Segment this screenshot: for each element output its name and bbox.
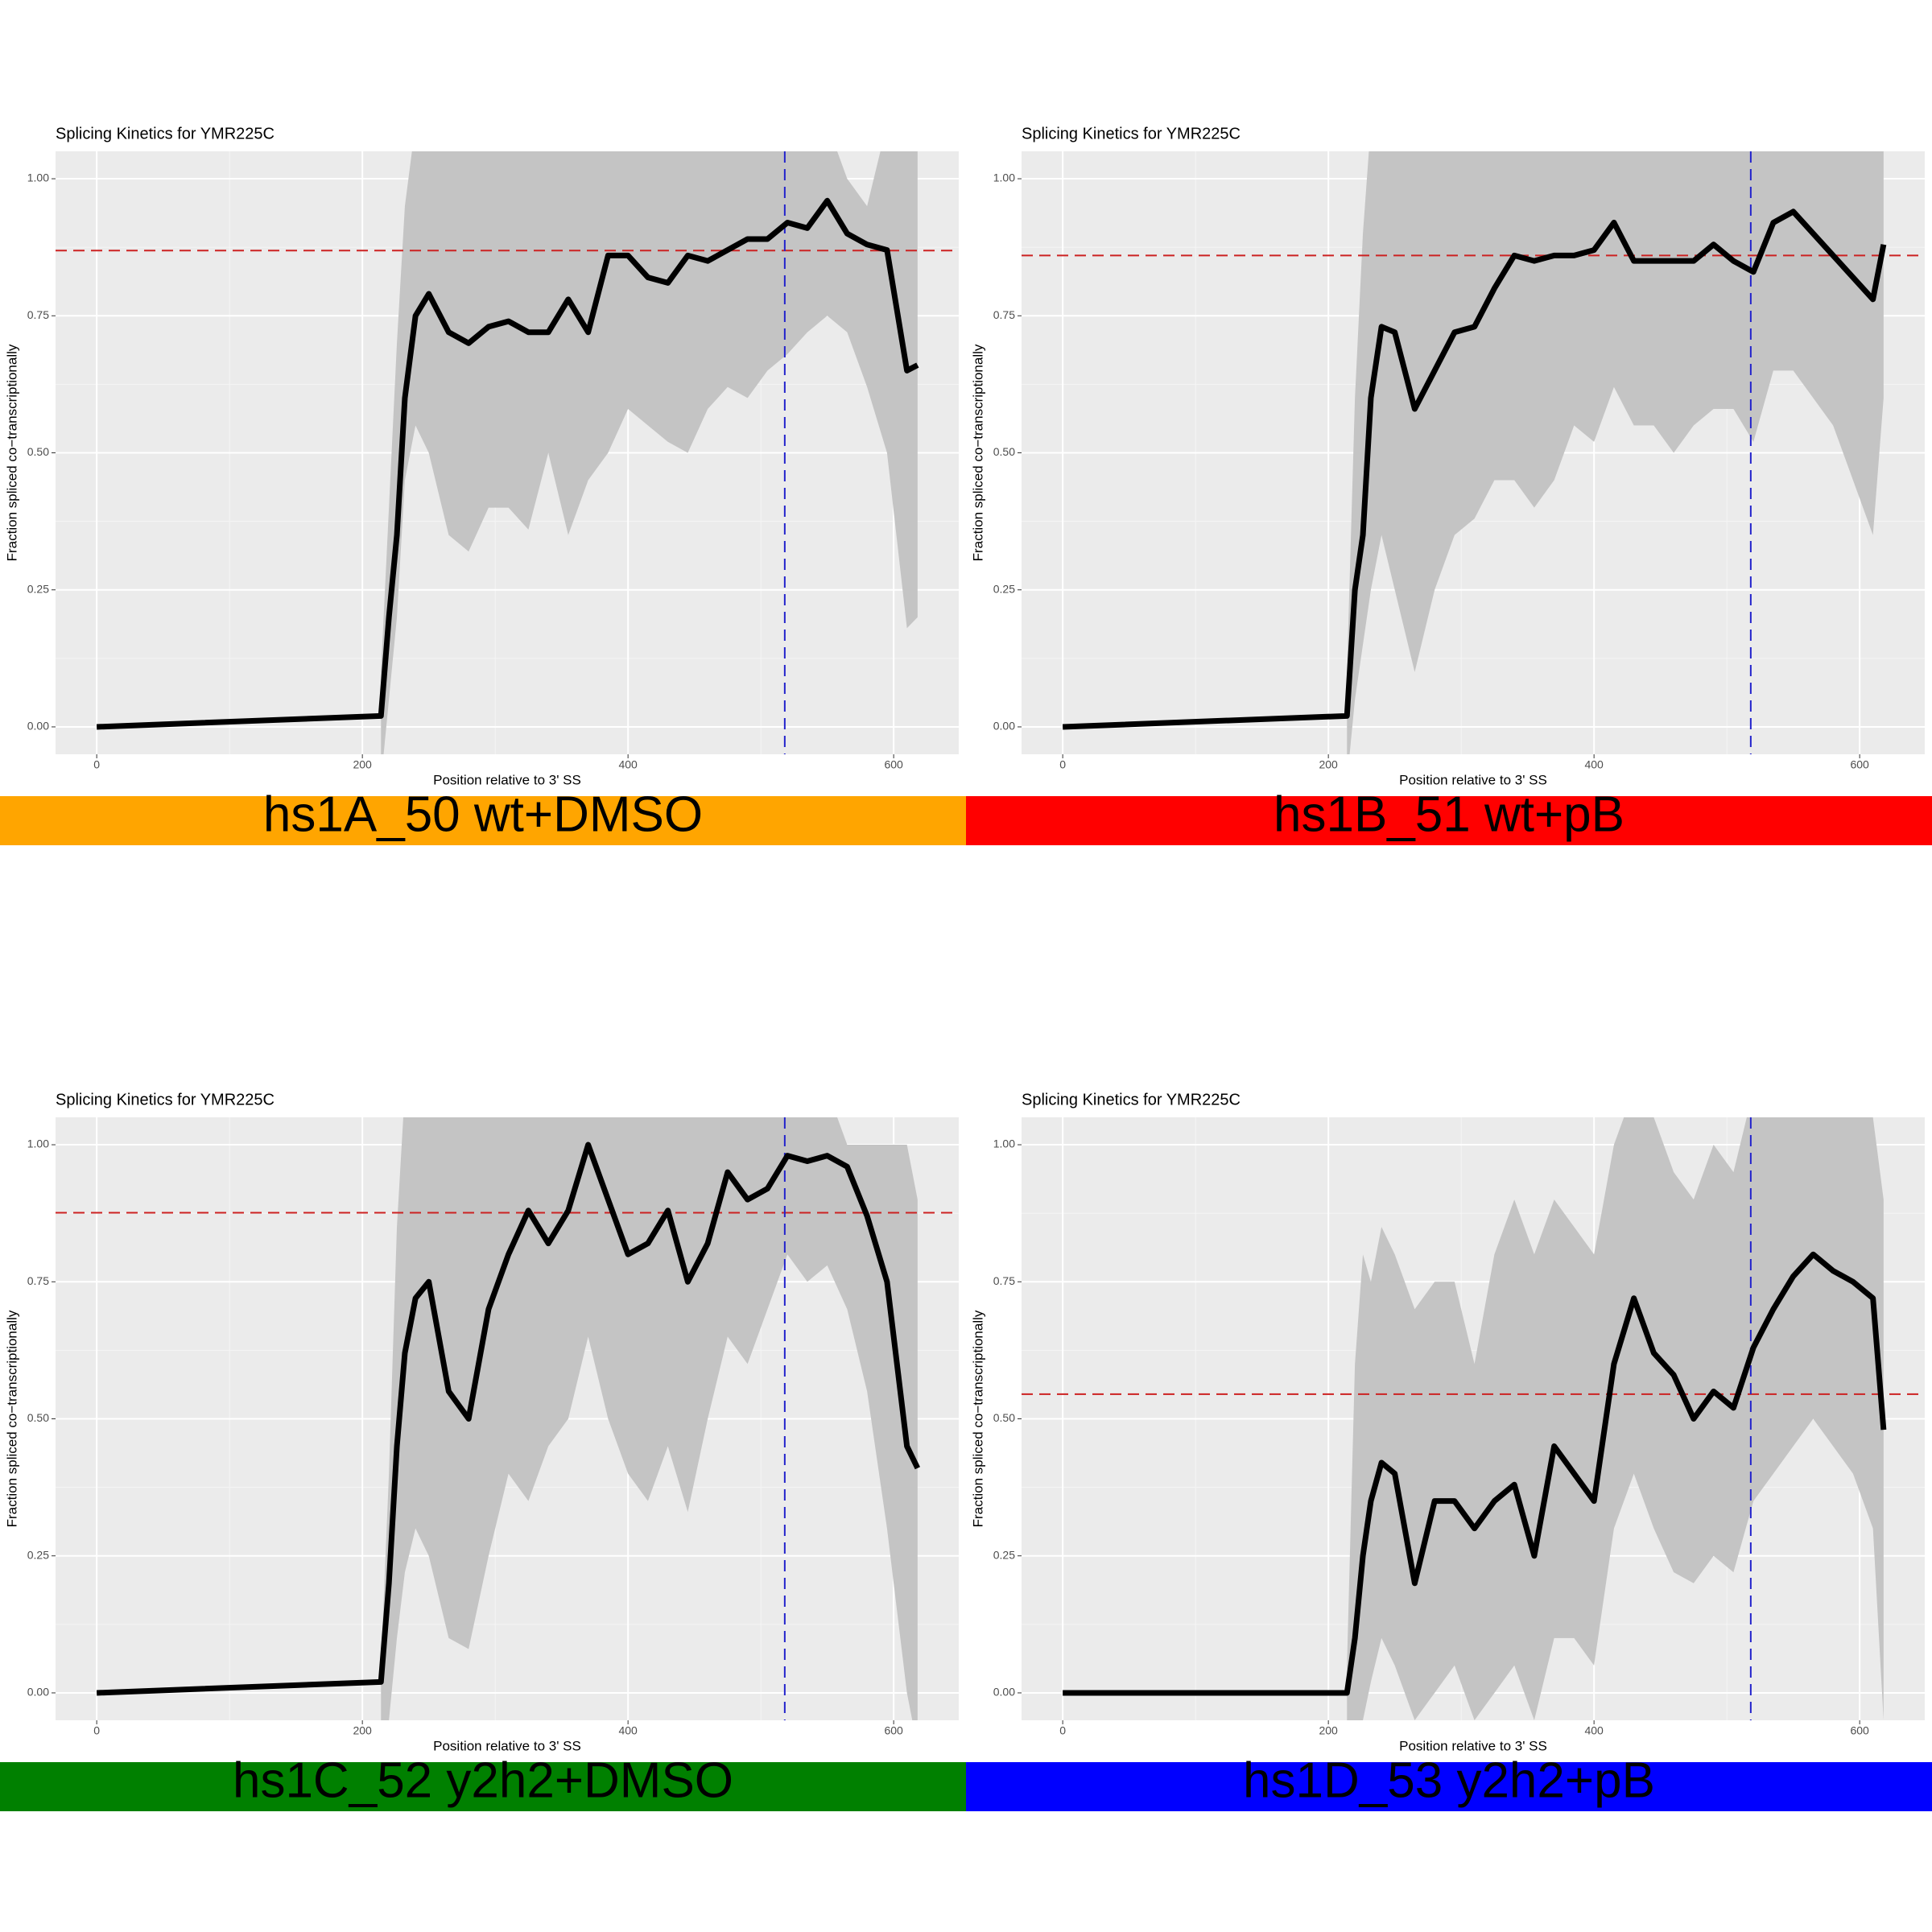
chart-title: Splicing Kinetics for YMR225C bbox=[1022, 125, 1241, 142]
x-tick-label: 0 bbox=[1059, 758, 1066, 771]
x-tick-label: 600 bbox=[1850, 758, 1869, 771]
x-tick-label: 0 bbox=[93, 1724, 100, 1737]
x-tick-label: 400 bbox=[1584, 758, 1604, 771]
caption-banner bbox=[966, 1762, 1932, 1811]
caption-banner bbox=[0, 1762, 966, 1811]
y-tick-label: 0.25 bbox=[27, 1548, 49, 1561]
caption-banner bbox=[0, 796, 966, 845]
y-tick-label: 0.00 bbox=[993, 720, 1015, 733]
x-tick-label: 0 bbox=[93, 758, 100, 771]
y-tick-label: 0.25 bbox=[27, 582, 49, 595]
x-tick-label: 400 bbox=[1584, 1724, 1604, 1737]
chart-panel: 0 200 400 600 0.00 0.25 0.50 0.75 1.00 Splicing K… bbox=[0, 125, 966, 845]
x-tick-label: 0 bbox=[1059, 1724, 1066, 1737]
y-tick-label: 0.50 bbox=[993, 1411, 1015, 1424]
chart-title: Splicing Kinetics for YMR225C bbox=[1022, 1091, 1241, 1108]
data-line bbox=[1063, 208, 1887, 730]
confidence-band bbox=[1347, 151, 1884, 754]
y-axis-label: Fraction spliced co−transcriptionally bbox=[4, 1310, 19, 1527]
y-tick-label: 0.50 bbox=[993, 445, 1015, 458]
y-tick-label: 1.00 bbox=[27, 1137, 49, 1150]
y-tick-label: 1.00 bbox=[993, 1137, 1015, 1150]
y-tick-label: 0.25 bbox=[993, 582, 1015, 595]
confidence-band bbox=[1347, 1117, 1884, 1720]
chart-panel: 0 200 400 600 0.00 0.25 0.50 0.75 1.00 Splicing K… bbox=[966, 125, 1932, 845]
chart-title: Splicing Kinetics for YMR225C bbox=[56, 1091, 275, 1108]
chart-title: Splicing Kinetics for YMR225C bbox=[56, 125, 275, 142]
caption: hs1A_50 wt+DMSO bbox=[263, 786, 703, 842]
y-tick-label: 0.75 bbox=[993, 308, 1015, 321]
x-tick-label: 200 bbox=[353, 1724, 372, 1737]
x-tick-label: 400 bbox=[618, 758, 638, 771]
x-tick-label: 200 bbox=[1319, 758, 1338, 771]
caption: hs1B_51 wt+pB bbox=[1274, 786, 1624, 842]
y-tick-label: 0.25 bbox=[993, 1548, 1015, 1561]
y-tick-label: 1.00 bbox=[993, 171, 1015, 184]
y-axis-label: Fraction spliced co−transcriptionally bbox=[970, 344, 985, 561]
x-tick-label: 600 bbox=[884, 1724, 903, 1737]
x-tick-label: 600 bbox=[884, 758, 903, 771]
y-tick-label: 0.50 bbox=[27, 445, 49, 458]
data-line bbox=[97, 197, 919, 730]
y-axis-label: Fraction spliced co−transcriptionally bbox=[970, 1310, 985, 1527]
y-tick-label: 1.00 bbox=[27, 171, 49, 184]
y-tick-label: 0.50 bbox=[27, 1411, 49, 1424]
data-line bbox=[1063, 1251, 1887, 1696]
y-tick-label: 0.75 bbox=[993, 1274, 1015, 1287]
data-line bbox=[97, 1141, 920, 1696]
y-tick-label: 0.00 bbox=[993, 1686, 1015, 1699]
x-axis-label: Position relative to 3' SS bbox=[433, 772, 581, 787]
y-tick-label: 0.75 bbox=[27, 308, 49, 321]
confidence-band bbox=[381, 1117, 918, 1720]
chart-panel: 0 200 400 600 0.00 0.25 0.50 0.75 1.00 Splicing K… bbox=[0, 1091, 966, 1811]
y-tick-label: 0.00 bbox=[27, 1686, 49, 1699]
x-axis-label: Position relative to 3' SS bbox=[1399, 772, 1547, 787]
x-tick-label: 200 bbox=[353, 758, 372, 771]
y-tick-label: 0.75 bbox=[27, 1274, 49, 1287]
caption-banner bbox=[966, 796, 1932, 845]
x-tick-label: 600 bbox=[1850, 1724, 1869, 1737]
y-tick-label: 0.00 bbox=[27, 720, 49, 733]
caption: hs1D_53 y2h2+pB bbox=[1243, 1752, 1655, 1808]
x-axis-label: Position relative to 3' SS bbox=[1399, 1738, 1547, 1753]
chart-panel: 0 200 400 600 0.00 0.25 0.50 0.75 1.00 Splicing K… bbox=[966, 1091, 1932, 1811]
caption: hs1C_52 y2h2+DMSO bbox=[233, 1752, 733, 1808]
confidence-band bbox=[381, 151, 918, 754]
x-tick-label: 400 bbox=[618, 1724, 638, 1737]
y-axis-label: Fraction spliced co−transcriptionally bbox=[4, 344, 19, 561]
x-axis-label: Position relative to 3' SS bbox=[433, 1738, 581, 1753]
x-tick-label: 200 bbox=[1319, 1724, 1338, 1737]
